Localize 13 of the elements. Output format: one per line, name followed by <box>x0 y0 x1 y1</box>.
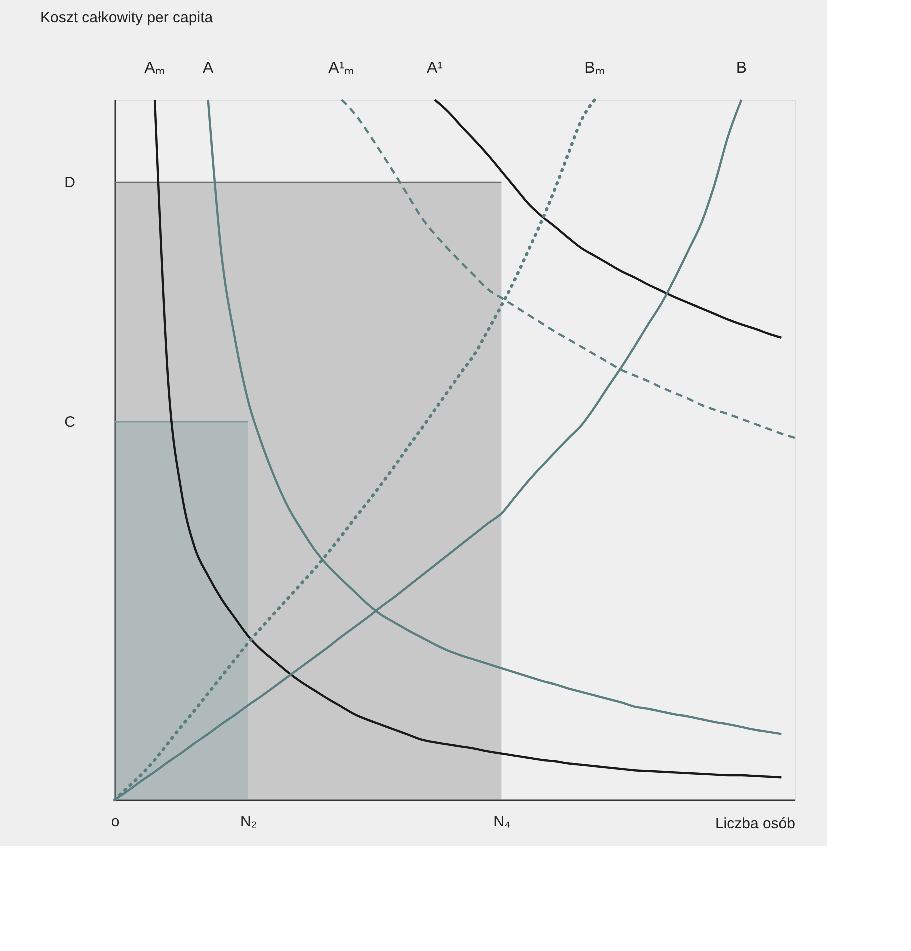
x-tick-label: N₄ <box>494 814 511 830</box>
series-label: Bₘ <box>584 60 606 77</box>
series-label: A¹ₘ <box>328 60 355 77</box>
ref-line-label: C <box>64 414 76 431</box>
x-tick-label: N₂ <box>240 814 258 830</box>
y-axis-title: Koszt całkowity per capita <box>40 10 214 26</box>
ref-line-label: D <box>64 174 76 192</box>
series-label: A¹ <box>427 60 443 77</box>
x-axis-title: Liczba osób <box>715 816 796 832</box>
x-tick-label: o <box>111 814 120 830</box>
series-label: A <box>202 60 214 77</box>
series-label: B <box>736 60 748 77</box>
series-label: Aₘ <box>144 60 166 77</box>
